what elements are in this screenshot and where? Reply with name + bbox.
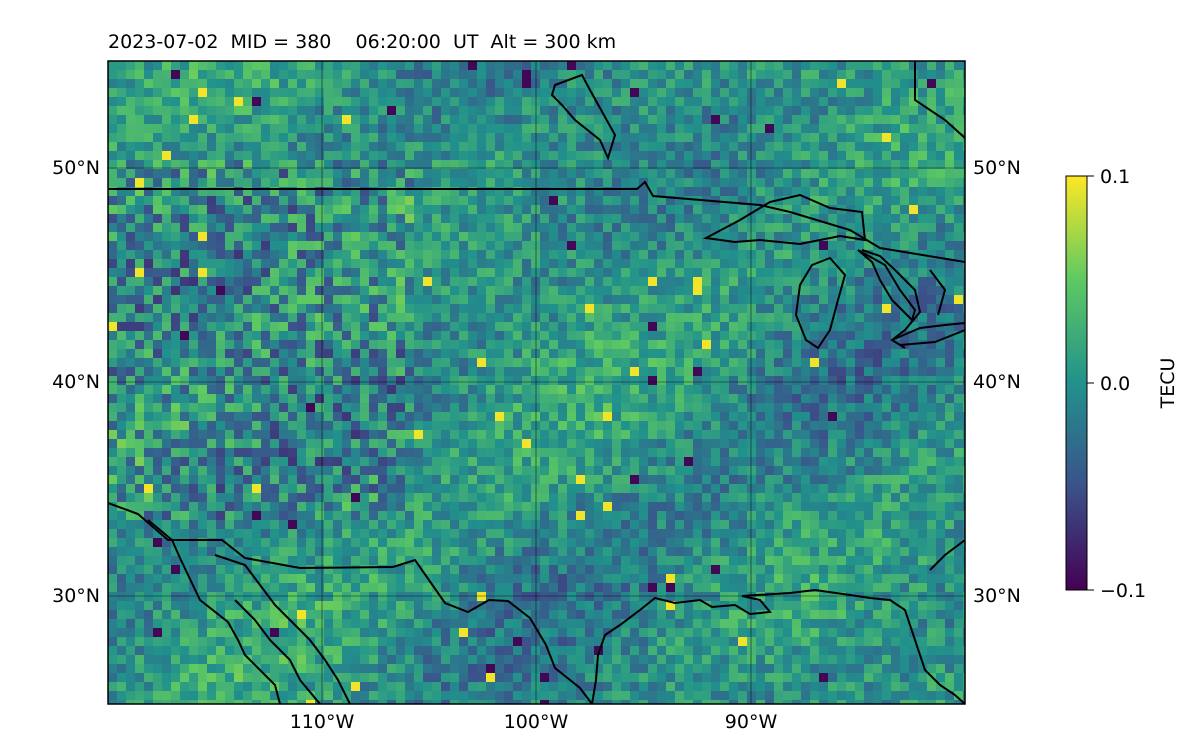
northeast-coast [914,61,965,139]
map-frame [107,60,966,705]
colorbar-label: TECU [1157,358,1179,410]
lake-michigan-outline [794,256,847,350]
lon-tick-label: 90°W [725,711,778,733]
hudson-bay-coast [550,73,617,161]
gulf-of-california-outline [214,554,351,704]
colorbar-tick-label: 0.0 [1100,373,1130,395]
lat-tick-labels-right: 50°N 40°N 30°N [973,157,1021,607]
coastlines-borders [108,61,965,704]
lat-tick-label: 50°N [973,157,1021,179]
colorbar-tick-label: 0.1 [1100,166,1130,188]
tec-heatmap [108,61,965,704]
mexico-pacific-coast [234,599,321,704]
colorbar-gradient [1065,175,1088,591]
lat-tick-label: 30°N [973,585,1021,607]
lon-tick-label: 110°W [290,711,355,733]
lat-tick-label: 30°N [52,585,100,607]
lon-tick-labels: 110°W 100°W 90°W [290,711,778,733]
baja-california-outline [147,519,281,704]
lat-tick-labels-left: 50°N 40°N 30°N [52,157,100,607]
lake-huron-outline [857,249,917,322]
lake-erie-ontario-outline [891,269,965,346]
us-mexico-border [108,502,593,704]
lat-tick-label: 40°N [52,371,100,393]
plot-title: 2023-07-02 MID = 380 06:20:00 UT Alt = 3… [108,31,616,53]
lake-superior-outline [702,193,867,246]
lat-tick-label: 50°N [52,157,100,179]
florida-atlantic-coast [929,539,965,571]
graticule [108,61,965,704]
lat-tick-label: 40°N [973,371,1021,393]
colorbar-tick-label: −0.1 [1100,580,1146,602]
map-area [108,61,965,704]
colorbar: 0.1 0.0 −0.1 TECU [1065,166,1179,602]
gulf-coast [591,588,965,704]
lon-tick-label: 100°W [504,711,569,733]
us-canada-border [108,180,965,263]
